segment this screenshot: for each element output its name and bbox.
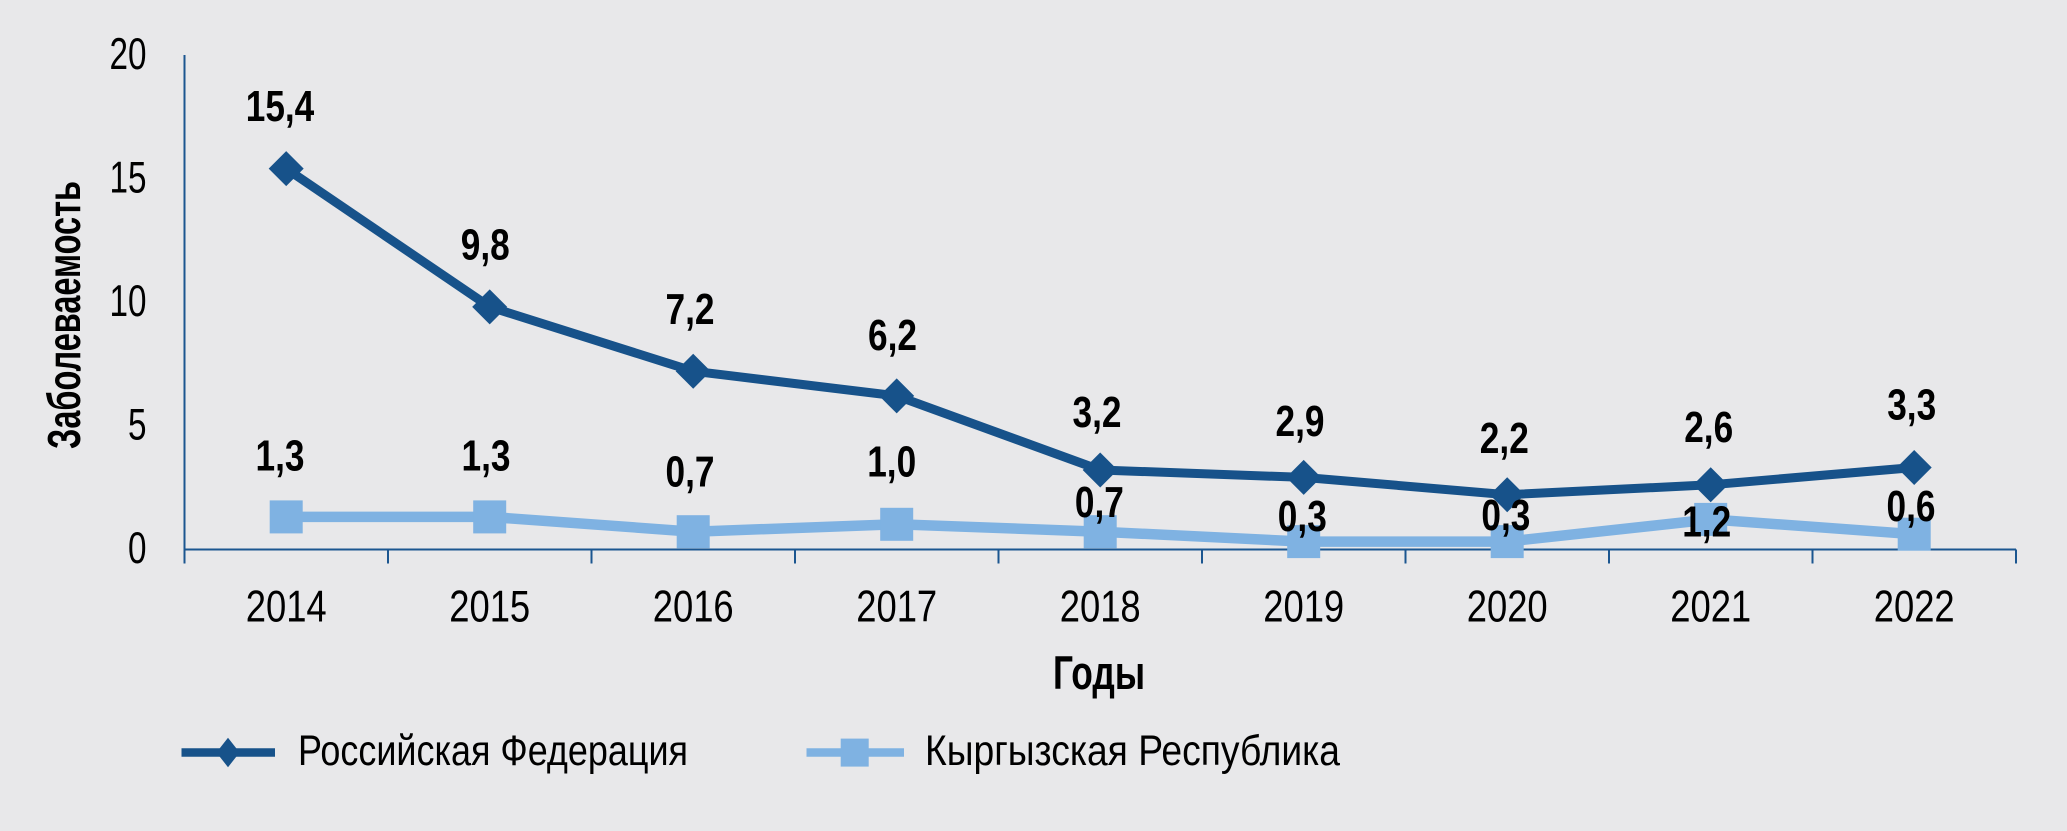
- svg-text:1,3: 1,3: [256, 433, 305, 481]
- svg-text:1,0: 1,0: [867, 439, 916, 487]
- svg-text:0,6: 0,6: [1887, 483, 1936, 531]
- svg-text:7,2: 7,2: [666, 286, 715, 334]
- svg-text:5: 5: [128, 400, 147, 449]
- svg-text:2016: 2016: [653, 582, 734, 631]
- svg-text:Российская Федерация: Российская Федерация: [298, 727, 688, 775]
- svg-text:0,3: 0,3: [1278, 493, 1327, 541]
- svg-text:3,2: 3,2: [1073, 389, 1122, 437]
- svg-text:1,3: 1,3: [462, 433, 511, 481]
- svg-text:2020: 2020: [1467, 582, 1548, 631]
- svg-text:2018: 2018: [1060, 582, 1141, 631]
- svg-text:0,7: 0,7: [666, 448, 715, 496]
- svg-text:9,8: 9,8: [461, 221, 510, 269]
- svg-text:2015: 2015: [449, 582, 530, 631]
- svg-text:3,3: 3,3: [1887, 382, 1936, 430]
- svg-text:6,2: 6,2: [868, 312, 917, 360]
- svg-text:2,2: 2,2: [1480, 415, 1529, 463]
- svg-text:2019: 2019: [1263, 582, 1344, 631]
- svg-text:20: 20: [110, 30, 147, 79]
- svg-text:2022: 2022: [1874, 582, 1955, 631]
- svg-text:10: 10: [110, 277, 147, 326]
- svg-text:0,7: 0,7: [1075, 479, 1124, 527]
- svg-text:2017: 2017: [856, 582, 937, 631]
- svg-text:2,9: 2,9: [1276, 398, 1325, 446]
- svg-text:15,4: 15,4: [246, 83, 315, 131]
- svg-text:Годы: Годы: [1053, 646, 1145, 699]
- svg-text:2014: 2014: [246, 582, 327, 631]
- svg-text:15: 15: [110, 153, 147, 202]
- svg-text:0: 0: [128, 524, 147, 573]
- svg-text:2,6: 2,6: [1684, 404, 1733, 452]
- svg-text:0,3: 0,3: [1481, 492, 1530, 540]
- svg-text:Заболеваемость: Заболеваемость: [38, 181, 90, 449]
- svg-text:Кыргызская Республика: Кыргызская Республика: [925, 727, 1340, 775]
- svg-text:1,2: 1,2: [1682, 498, 1731, 546]
- svg-text:2021: 2021: [1670, 582, 1751, 631]
